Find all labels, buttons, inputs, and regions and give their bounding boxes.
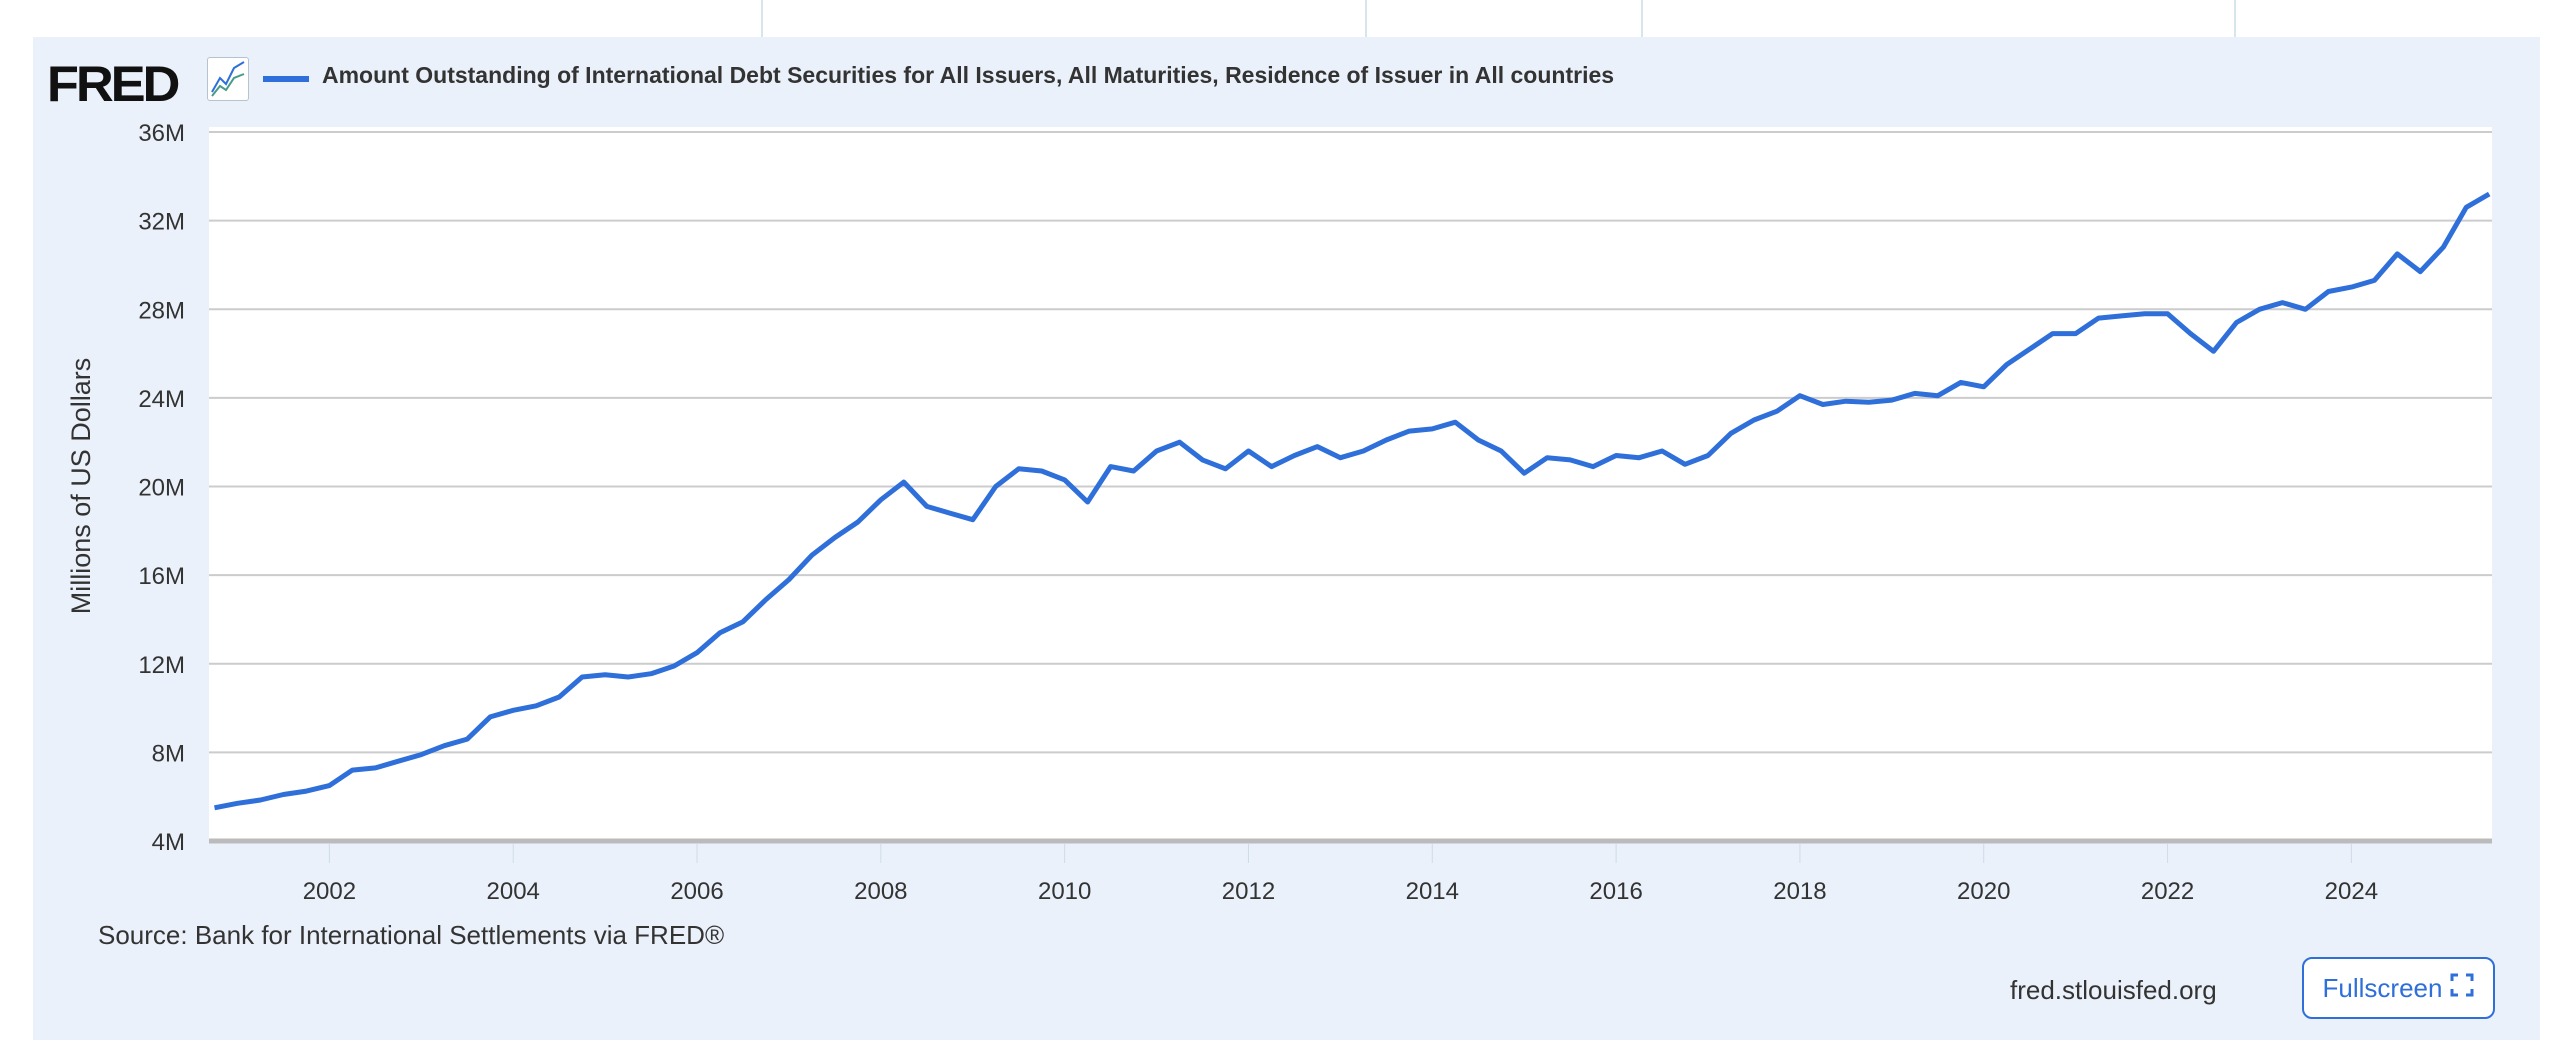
y-tick-label: 28M <box>138 297 185 324</box>
x-tick-label: 2016 <box>1589 878 1642 905</box>
y-tick-label: 36M <box>138 120 185 147</box>
x-tick-label: 2004 <box>487 878 540 905</box>
legend-label: Amount Outstanding of International Debt… <box>322 62 1615 88</box>
plot-area <box>209 127 2492 841</box>
x-tick-label: 2010 <box>1038 878 1091 905</box>
divider <box>1641 0 1643 37</box>
site-link[interactable]: fred.stlouisfed.org <box>2010 975 2217 1005</box>
y-tick-label: 8M <box>152 740 185 767</box>
y-tick-label: 16M <box>138 563 185 590</box>
x-tick-label: 2014 <box>1406 878 1459 905</box>
divider <box>1365 0 1367 37</box>
y-tick-label: 12M <box>138 652 185 679</box>
divider <box>761 0 763 37</box>
x-tick-label: 2020 <box>1957 878 2010 905</box>
x-tick-label: 2002 <box>303 878 356 905</box>
series-line <box>214 191 2491 811</box>
chart-line-icon <box>207 57 249 101</box>
y-tick-label: 4M <box>152 829 185 856</box>
x-tick-label: 2012 <box>1222 878 1275 905</box>
y-tick-label: 24M <box>138 386 185 413</box>
fred-logo[interactable]: FRED <box>46 56 180 112</box>
expand-corners-icon <box>2450 973 2474 1004</box>
fullscreen-button[interactable]: Fullscreen <box>2302 957 2495 1019</box>
source-note: Source: Bank for International Settlemen… <box>98 920 725 950</box>
x-tick-label: 2006 <box>670 878 723 905</box>
fullscreen-label: Fullscreen <box>2322 972 2443 1003</box>
legend-swatch <box>263 76 309 82</box>
y-tick-label: 20M <box>138 475 185 502</box>
y-tick-label: 32M <box>138 209 185 236</box>
divider <box>2234 0 2236 37</box>
y-axis-title: Millions of US Dollars <box>66 358 96 615</box>
x-tick-label: 2018 <box>1773 878 1826 905</box>
x-tick-label: 2008 <box>854 878 907 905</box>
x-tick-label: 2024 <box>2325 878 2378 905</box>
x-tick-label: 2022 <box>2141 878 2194 905</box>
